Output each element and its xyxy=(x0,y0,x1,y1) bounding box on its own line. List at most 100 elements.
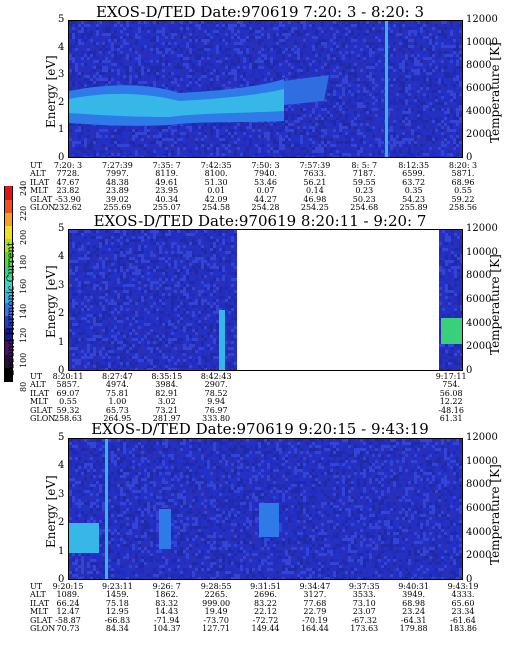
spectrogram-cell xyxy=(276,66,279,69)
spectrogram-cell xyxy=(390,126,393,129)
spectrogram-cell xyxy=(300,33,303,36)
spectrogram-cell xyxy=(117,81,120,84)
spectrogram-cell xyxy=(204,33,207,36)
spectrogram-cell xyxy=(90,123,93,126)
spectrogram-cell xyxy=(300,54,303,57)
spectrogram-cell xyxy=(309,45,312,48)
spectrogram-cell xyxy=(213,153,216,156)
spectrogram-cell xyxy=(372,144,375,147)
spectrogram-cell xyxy=(339,84,342,87)
spectrogram-cell xyxy=(321,21,324,24)
spectrogram-cell xyxy=(321,123,324,126)
spectrogram-cell xyxy=(372,150,375,153)
spectrogram-cell xyxy=(222,150,225,153)
spectrogram-cell xyxy=(288,132,291,135)
spectrogram-cell xyxy=(237,132,240,135)
spectrogram-cell xyxy=(171,54,174,57)
spectrogram-cell xyxy=(150,45,153,48)
spectrogram-cell xyxy=(129,24,132,27)
spectrogram-cell xyxy=(90,75,93,78)
spectrogram-cell xyxy=(321,105,324,108)
spectrogram-cell xyxy=(345,78,348,81)
spectrogram-cell xyxy=(186,33,189,36)
spectrogram-cell xyxy=(105,60,108,63)
spectrogram-cell xyxy=(387,87,390,90)
spectrogram-cell xyxy=(267,42,270,45)
spectrogram-cell xyxy=(363,33,366,36)
spectrogram-cell xyxy=(297,30,300,33)
spectrogram-cell xyxy=(285,105,288,108)
spectrogram-cell xyxy=(324,132,327,135)
spectrogram-cell xyxy=(159,126,162,129)
spectrogram-cell xyxy=(108,21,111,24)
spectrogram-cell xyxy=(237,72,240,75)
spectrogram-cell xyxy=(342,111,345,114)
spectrogram-cell xyxy=(390,24,393,27)
spectrogram-cell xyxy=(150,75,153,78)
spectrogram-cell xyxy=(219,78,222,81)
spectrogram-cell xyxy=(390,27,393,30)
spectrogram-cell xyxy=(225,87,228,90)
spectrogram-cell xyxy=(348,90,351,93)
spectrogram-cell xyxy=(213,72,216,75)
spectrogram-cell xyxy=(345,63,348,66)
spectrogram-cell xyxy=(228,63,231,66)
spectrogram-cell xyxy=(108,27,111,30)
spectrogram-cell xyxy=(312,54,315,57)
spectrogram-cell xyxy=(78,129,81,132)
spectrogram-cell xyxy=(273,138,276,141)
spectrogram-cell xyxy=(387,135,390,138)
spectrogram-cell xyxy=(297,150,300,153)
spectrogram-cell xyxy=(207,132,210,135)
spectrogram-cell xyxy=(279,39,282,42)
spectrogram-cell xyxy=(294,138,297,141)
spectrogram-cell xyxy=(135,156,138,157)
spectrogram-cell xyxy=(96,60,99,63)
spectrogram-cell xyxy=(84,150,87,153)
spectrogram-cell xyxy=(144,30,147,33)
spectrogram-cell xyxy=(240,42,243,45)
spectrogram-cell xyxy=(105,75,108,78)
spectrogram-cell xyxy=(330,117,333,120)
spectrogram-cell xyxy=(144,147,147,150)
spectrogram-cell xyxy=(390,144,393,147)
spectrogram-cell xyxy=(81,156,84,157)
spectrogram-cell xyxy=(114,60,117,63)
spectrogram-cell xyxy=(150,156,153,157)
spectrogram-cell xyxy=(81,84,84,87)
spectrogram-cell xyxy=(189,48,192,51)
spectrogram-cell xyxy=(216,60,219,63)
spectrogram-cell xyxy=(87,144,90,147)
spectrogram-cell xyxy=(144,135,147,138)
spectrogram-cell xyxy=(360,117,363,120)
spectrogram-cell xyxy=(69,27,72,30)
spectrogram-cell xyxy=(99,132,102,135)
spectrogram-cell xyxy=(78,78,81,81)
spectrogram-cell xyxy=(327,90,330,93)
spectrogram-cell xyxy=(381,75,384,78)
spectrogram-cell xyxy=(87,63,90,66)
spectrogram-cell xyxy=(183,126,186,129)
spectrogram-cell xyxy=(363,147,366,150)
spectrogram-cell xyxy=(291,51,294,54)
spectrogram-cell xyxy=(132,156,135,157)
spectrogram-cell xyxy=(195,135,198,138)
spectrogram-cell xyxy=(363,45,366,48)
spectrogram-cell xyxy=(201,156,204,157)
spectrogram-cell xyxy=(330,141,333,144)
spectrogram-cell xyxy=(390,135,393,138)
spectrogram-cell xyxy=(186,51,189,54)
spectrogram-cell xyxy=(189,138,192,141)
spectrogram-cell xyxy=(261,57,264,60)
spectrogram-cell xyxy=(264,72,267,75)
spectrogram-cell xyxy=(372,147,375,150)
spectrogram-cell xyxy=(255,132,258,135)
spectrogram-cell xyxy=(279,63,282,66)
spectrogram-cell xyxy=(369,69,372,72)
spectrogram-cell xyxy=(246,36,249,39)
spectrogram-cell xyxy=(210,24,213,27)
spectrogram-cell xyxy=(186,132,189,135)
spectrogram-cell xyxy=(240,153,243,156)
spectrogram-cell xyxy=(111,129,114,132)
spectrogram-cell xyxy=(171,39,174,42)
